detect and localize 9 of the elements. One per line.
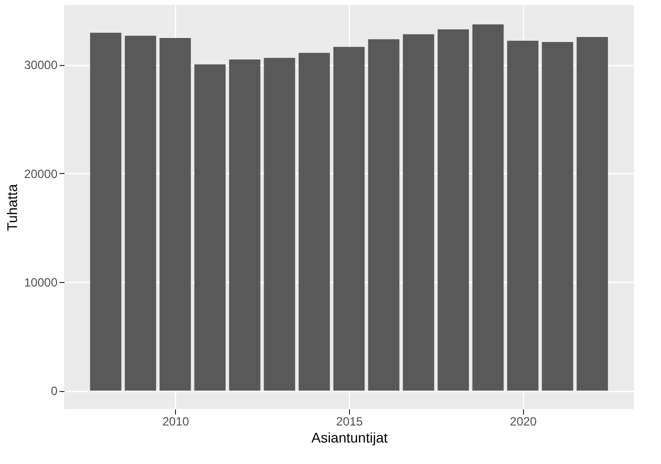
y-tick-label: 20000	[24, 166, 58, 181]
y-tick-label: 10000	[24, 275, 58, 290]
x-tick-label: 2010	[162, 414, 190, 428]
x-axis-title: Asiantuntijat	[311, 430, 388, 446]
y-tick-label: 30000	[24, 58, 58, 72]
x-tick-label: 2020	[510, 414, 537, 428]
y-tick-label: 0	[50, 384, 58, 398]
y-axis-title: Tuhatta	[4, 184, 20, 231]
x-tick-label: 2015	[336, 414, 364, 428]
